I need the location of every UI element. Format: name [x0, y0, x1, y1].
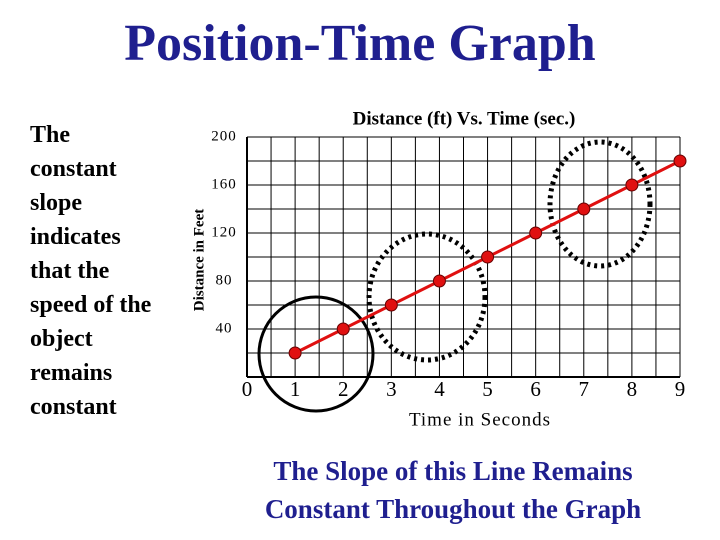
data-point [481, 250, 495, 264]
data-point [432, 274, 446, 288]
side-text-line: constant [30, 156, 117, 182]
y-tick-label: 40 [216, 320, 233, 336]
x-tick-label: 8 [627, 377, 638, 401]
caption-line: The Slope of this Line Remains [273, 456, 633, 486]
side-text-line: indicates [30, 224, 121, 250]
side-text-line: slope [30, 190, 83, 216]
side-text-line: that the [30, 258, 110, 284]
y-tick-label: 200 [211, 128, 237, 144]
x-tick-label: 0 [242, 377, 253, 401]
side-text-line: object [30, 326, 93, 352]
y-tick-label: 120 [211, 224, 237, 240]
x-tick-label: 6 [530, 377, 541, 401]
caption: The Slope of this Line Remains Constant T… [200, 452, 706, 528]
y-tick-label: 80 [216, 272, 233, 288]
data-point [288, 346, 302, 360]
x-tick-label: 3 [386, 377, 397, 401]
data-point [625, 178, 639, 192]
data-point [336, 322, 350, 336]
side-text-line: remains [30, 360, 113, 386]
side-text: The constant slope indicates that the speed o… [30, 118, 151, 424]
dotted-circle [366, 231, 488, 363]
dotted-circle [547, 139, 653, 269]
highlight-circle [257, 295, 375, 413]
data-point [384, 298, 398, 312]
chart-title: Distance (ft) Vs. Time (sec.) [353, 108, 576, 129]
side-text-line: speed of the [30, 292, 152, 318]
x-tick-label: 2 [338, 377, 349, 401]
caption-line: Constant Throughout the Graph [264, 494, 642, 524]
x-tick-label: 7 [579, 377, 590, 401]
y-axis-label: Distance in Feet [191, 209, 207, 311]
x-tick-label: 4 [434, 377, 445, 401]
data-point [529, 226, 543, 240]
x-tick-label: 5 [482, 377, 493, 401]
data-point [673, 154, 687, 168]
side-text-line: The [30, 122, 71, 148]
x-tick-label: 9 [675, 377, 686, 401]
x-tick-label: 1 [290, 377, 301, 401]
data-point [577, 202, 591, 216]
y-tick-label: 160 [211, 176, 237, 192]
x-axis-label: Time in Seconds [409, 409, 551, 430]
side-text-line: constant [30, 394, 117, 420]
slide-title: Position-Time Graph [124, 15, 596, 72]
